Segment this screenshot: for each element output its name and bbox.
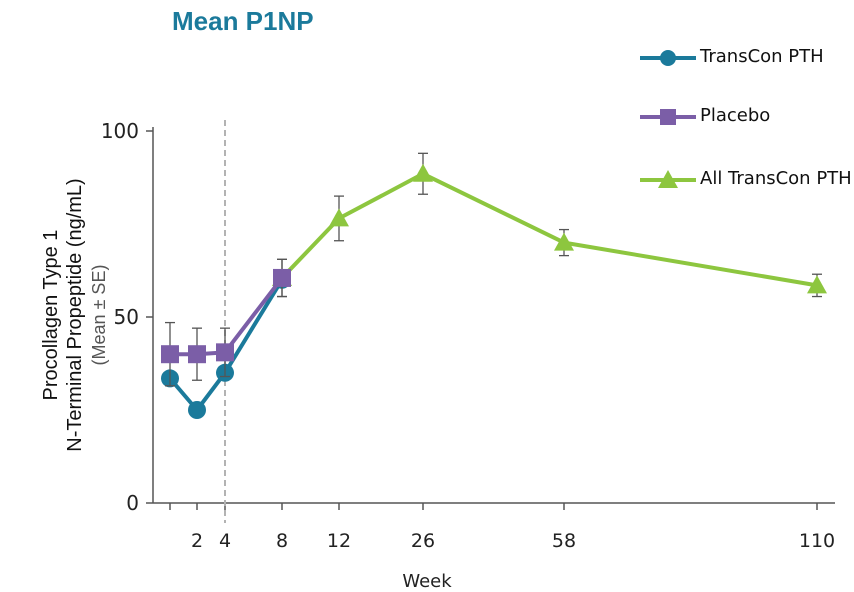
x-tick-label: 26 xyxy=(411,530,435,552)
legend-label-placebo: Placebo xyxy=(700,105,771,126)
chart-title: Mean P1NP xyxy=(172,6,314,36)
data-point-all-transcon-pth xyxy=(554,232,574,251)
data-point-placebo xyxy=(161,345,179,364)
data-point-all-transcon-pth xyxy=(807,275,827,294)
legend-label-all-transcon-pth: All TransCon PTH xyxy=(700,168,852,189)
chart-axes: 0 50 100 2 4 8 12 26 58 110 xyxy=(101,119,835,552)
series-line-placebo xyxy=(170,276,284,357)
data-point-placebo xyxy=(273,268,291,287)
series-group xyxy=(161,152,827,419)
data-point-transcon-pth xyxy=(188,401,206,419)
x-axis-label: Week xyxy=(402,571,452,592)
data-point-all-transcon-pth xyxy=(413,163,433,182)
x-tick-label: 4 xyxy=(219,530,231,552)
y-tick-label: 50 xyxy=(114,305,139,329)
legend-swatch-transcon-pth xyxy=(640,50,696,66)
x-tick-label: 2 xyxy=(191,530,203,552)
y-axis-label-line1: Procollagen Type 1 xyxy=(40,229,62,401)
series-line-transcon-pth xyxy=(168,278,284,412)
y-tick-label: 100 xyxy=(101,119,139,143)
y-axis-label-line2: N-Terminal Propeptide (ng/mL) xyxy=(64,178,86,452)
legend-swatch-all-transcon-pth xyxy=(640,170,696,188)
x-tick-label: 58 xyxy=(552,530,576,552)
x-tick-label: 8 xyxy=(276,530,288,552)
y-tick-label: 0 xyxy=(126,491,139,515)
x-tick-label: 110 xyxy=(799,530,835,552)
x-tick-label: 12 xyxy=(327,530,351,552)
y-axis-label-line3: (Mean ± SE) xyxy=(89,264,109,366)
legend-swatch-placebo xyxy=(640,109,696,125)
data-point-all-transcon-pth xyxy=(329,208,349,227)
data-point-placebo xyxy=(188,345,206,364)
data-point-placebo xyxy=(216,343,234,362)
legend-label-transcon-pth: TransCon PTH xyxy=(700,46,824,67)
series-placebo xyxy=(161,258,291,387)
